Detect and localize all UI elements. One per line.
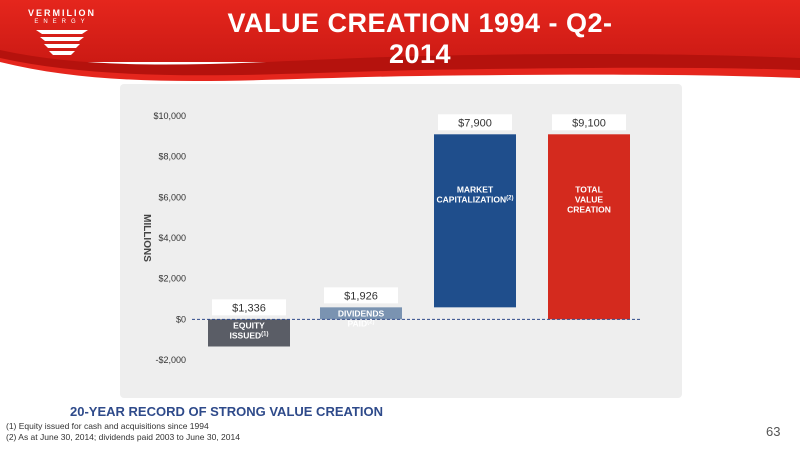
y-tick-label: $10,000 xyxy=(153,111,186,121)
y-tick-label: -$2,000 xyxy=(155,355,186,365)
y-tick-label: $2,000 xyxy=(158,274,186,284)
bar xyxy=(208,319,290,347)
bar-category-label: ISSUED(1) xyxy=(230,330,269,340)
value-label: $9,100 xyxy=(572,117,606,129)
bar-category-label: CREATION xyxy=(567,204,611,214)
y-tick-label: $8,000 xyxy=(158,152,186,162)
bar-category-label: CAPITALIZATION(2) xyxy=(437,194,514,204)
value-label: $7,900 xyxy=(458,117,492,129)
logo-mark-icon xyxy=(36,30,88,55)
y-tick-label: $0 xyxy=(176,314,186,324)
bar xyxy=(434,134,516,308)
y-axis-label: MILLIONS xyxy=(141,214,152,262)
chart-subtitle: 20-YEAR RECORD OF STRONG VALUE CREATION xyxy=(70,404,383,419)
header-bar xyxy=(0,0,800,62)
bar xyxy=(548,134,630,320)
footnote-1: (1) Equity issued for cash and acquisiti… xyxy=(6,421,209,431)
value-label-box xyxy=(438,114,512,131)
bar-category-label: PAID(2) xyxy=(347,318,374,328)
logo-name: VERMILION xyxy=(27,8,96,18)
value-label-box xyxy=(552,114,626,131)
value-creation-chart: MILLIONS -$2,000 $0 $2,000 $4,000 $6,000 $8,00… xyxy=(141,111,640,365)
footnotes: (1) Equity issued for cash and acquisiti… xyxy=(6,421,240,443)
y-tick-label: $4,000 xyxy=(158,233,186,243)
chart-panel: MILLIONS -$2,000 $0 $2,000 $4,000 $6,000 $8,00… xyxy=(120,84,682,398)
bar-category-label: MARKET xyxy=(457,184,494,194)
company-logo: VERMILION ENERGY xyxy=(22,8,102,60)
bar-category-label: DIVIDENDS xyxy=(338,308,385,318)
value-label-box xyxy=(324,287,398,304)
bar-category-label: EQUITY xyxy=(233,320,265,330)
logo-sub: ENERGY xyxy=(34,19,90,25)
footnote-2: (2) As at June 30, 2014; dividends paid … xyxy=(6,432,240,442)
y-tick-label: $6,000 xyxy=(158,192,186,202)
page-number: 63 xyxy=(766,424,781,439)
value-label: $1,336 xyxy=(232,302,266,314)
page-title: VALUE CREATION 1994 - Q2-2014 xyxy=(227,8,613,69)
bar-category-label: VALUE xyxy=(575,194,604,204)
bar-category-label: TOTAL xyxy=(575,184,603,194)
value-label: $1,926 xyxy=(344,290,378,302)
bar xyxy=(320,307,402,320)
value-label-box xyxy=(212,299,286,316)
header-swoosh xyxy=(0,50,800,81)
